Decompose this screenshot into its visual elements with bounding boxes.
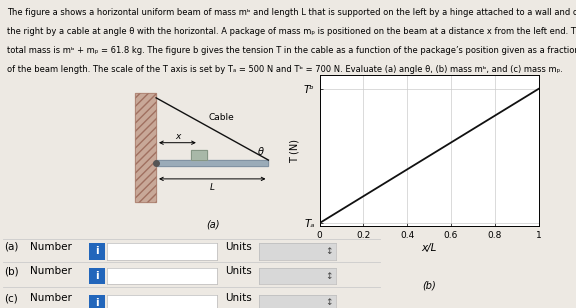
Text: ↕: ↕ (325, 272, 332, 281)
Bar (191, 150, 207, 160)
Text: the right by a cable at angle θ with the horizontal. A package of mass mₚ is pos: the right by a cable at angle θ with the… (7, 27, 576, 36)
Text: Units: Units (225, 293, 252, 303)
Text: Cable: Cable (209, 113, 234, 122)
Text: ↕: ↕ (325, 298, 332, 307)
Text: L: L (210, 183, 215, 192)
Bar (135, 94, 156, 202)
Text: i: i (96, 246, 99, 257)
Text: of the beam length. The scale of the T axis is set by Tₐ = 500 N and Tᵇ = 700 N.: of the beam length. The scale of the T a… (7, 65, 563, 74)
Text: (c): (c) (5, 293, 18, 303)
X-axis label: x/L: x/L (422, 243, 437, 253)
Text: Number: Number (30, 266, 72, 276)
Text: i: i (96, 298, 99, 308)
Bar (156, 160, 268, 166)
Text: θ: θ (258, 147, 264, 157)
Text: total mass is mᵇ + mₚ = 61.8 kg. The figure b gives the tension T in the cable a: total mass is mᵇ + mₚ = 61.8 kg. The fig… (7, 46, 576, 55)
Text: (b): (b) (5, 266, 19, 276)
Text: x: x (175, 132, 180, 140)
Y-axis label: T (N): T (N) (290, 139, 300, 163)
Text: (a): (a) (5, 242, 19, 252)
Text: (a): (a) (206, 220, 220, 229)
Text: Number: Number (30, 242, 72, 252)
Bar (156, 160, 268, 166)
Text: i: i (96, 271, 99, 281)
Text: (b): (b) (422, 281, 436, 291)
Bar (191, 150, 207, 160)
Text: Units: Units (225, 242, 252, 252)
Text: The figure a shows a horizontal uniform beam of mass mᵇ and length L that is sup: The figure a shows a horizontal uniform … (7, 8, 576, 17)
Text: Number: Number (30, 293, 72, 303)
Text: Units: Units (225, 266, 252, 276)
Bar (135, 94, 156, 202)
Text: ↕: ↕ (325, 247, 332, 256)
